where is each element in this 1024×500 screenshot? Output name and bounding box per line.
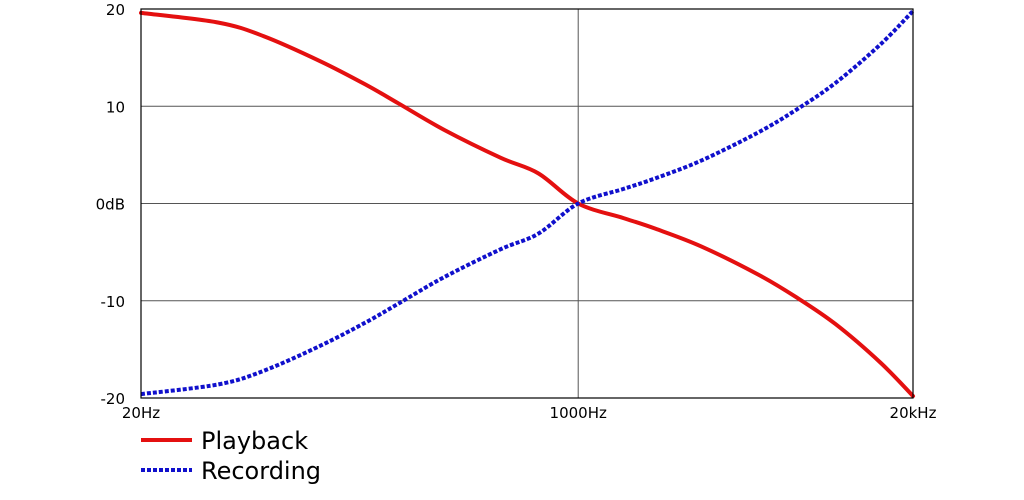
- y-axis-ticks: 20 10 0dB -10 -20: [96, 1, 125, 408]
- x-tick-label: 1000Hz: [550, 404, 607, 422]
- legend-label-recording: Recording: [201, 457, 321, 485]
- x-tick-label: 20kHz: [890, 404, 937, 422]
- plot-frame: [140, 8, 914, 399]
- y-tick-label: 10: [106, 98, 125, 116]
- x-tick-label: 20Hz: [122, 404, 160, 422]
- y-tick-label: -20: [101, 390, 126, 408]
- y-tick-label: 0dB: [96, 196, 125, 214]
- series-line-recording: [140, 9, 915, 397]
- legend-label-playback: Playback: [201, 427, 308, 455]
- y-tick-label: 20: [106, 1, 125, 19]
- series-layer: [139, 9, 915, 399]
- y-tick-label: -10: [101, 293, 126, 311]
- x-axis-ticks: 20Hz 1000Hz 20kHz: [122, 404, 937, 422]
- series-line-playback: [139, 10, 915, 399]
- grid: [141, 9, 913, 398]
